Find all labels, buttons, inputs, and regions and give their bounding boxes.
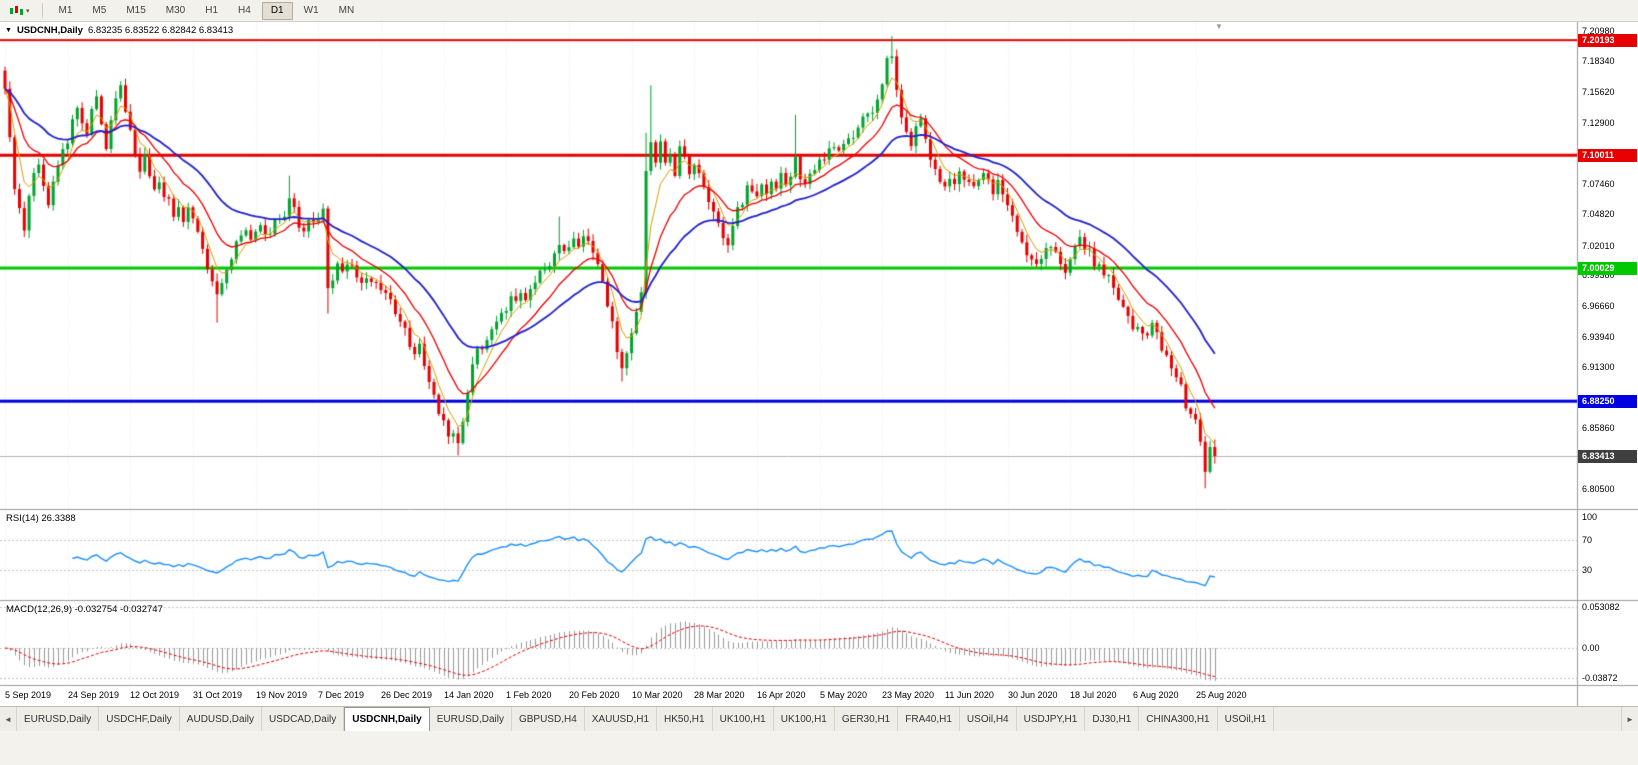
chart-tab-uk100-h1[interactable]: UK100,H1	[774, 707, 835, 731]
chart-tab-usoil-h4[interactable]: USOil,H4	[960, 707, 1017, 731]
tf-button-mn[interactable]: MN	[338, 4, 355, 16]
chart-tab-fra40-h1[interactable]: FRA40,H1	[898, 707, 960, 731]
date-axis-label: 20 Feb 2020	[569, 690, 620, 700]
price-axis-label: 6.96660	[1582, 301, 1615, 311]
level-price-box: 6.88250	[1578, 395, 1637, 408]
rsi-axis-label: 30	[1582, 565, 1593, 575]
chart-tab-hk50-h1[interactable]: HK50,H1	[657, 707, 713, 731]
date-axis-label: 7 Dec 2019	[318, 690, 365, 700]
price-axis-label: 6.91300	[1582, 362, 1615, 372]
timeframe-toolbar: ▾ M1 M5 M15 M30 H1 H4 D1 W1 MN	[0, 0, 1638, 22]
date-axis-label: 5 Sep 2019	[5, 690, 52, 700]
date-axis-label: 30 Jun 2020	[1008, 690, 1058, 700]
tf-button-m1[interactable]: M1	[58, 4, 73, 16]
chart-tab-eurusd-daily[interactable]: EURUSD,Daily	[430, 707, 512, 731]
date-axis-label: 5 May 2020	[820, 690, 868, 700]
chart-tab-audusd-daily[interactable]: AUDUSD,Daily	[180, 707, 263, 731]
macd-axis-label: 0.053082	[1582, 602, 1620, 612]
chart-shift-marker: ▼	[1215, 22, 1223, 31]
current-price-box: 6.83413	[1578, 450, 1637, 463]
date-axis-label: 23 May 2020	[882, 690, 935, 700]
date-axis-label: 28 Mar 2020	[694, 690, 745, 700]
tf-button-h4[interactable]: H4	[238, 4, 251, 16]
tf-button-m30[interactable]: M30	[165, 4, 186, 16]
date-axis-label: 25 Aug 2020	[1196, 690, 1247, 700]
candlestick-icon	[10, 5, 23, 15]
date-axis-label: 31 Oct 2019	[193, 690, 243, 700]
tabs-scroll-right-button[interactable]: ►	[1621, 707, 1638, 731]
tf-button-h1[interactable]: H1	[205, 4, 219, 16]
date-axis-label: 12 Oct 2019	[130, 690, 180, 700]
price-axis-label: 7.18340	[1582, 56, 1615, 66]
date-axis-label: 24 Sep 2019	[68, 690, 120, 700]
chart-tab-uk100-h1[interactable]: UK100,H1	[713, 707, 774, 731]
chart-title-ohlc: 6.83235 6.83522 6.82842 6.83413	[87, 25, 234, 36]
collapse-chart-icon[interactable]: ▼	[5, 26, 12, 34]
price-chart-canvas[interactable]	[0, 22, 1638, 706]
chart-tab-gbpusd-h4[interactable]: GBPUSD,H4	[512, 707, 585, 731]
date-axis-label: 11 Jun 2020	[945, 690, 994, 700]
date-axis-label: 26 Dec 2019	[381, 690, 433, 700]
chart-type-button[interactable]: ▾	[4, 2, 35, 20]
tf-button-m5[interactable]: M5	[92, 4, 107, 16]
chart-title-symbol: USDCNH,Daily	[16, 25, 83, 36]
chart-tab-usdcad-daily[interactable]: USDCAD,Daily	[262, 707, 345, 731]
date-axis-label: 18 Jul 2020	[1070, 690, 1117, 700]
toolbar-separator	[41, 3, 43, 18]
chart-tab-ger30-h1[interactable]: GER30,H1	[835, 707, 899, 731]
rsi-axis-label: 70	[1582, 535, 1593, 545]
date-axis-label: 14 Jan 2020	[444, 690, 494, 700]
chart-tab-bar: ◄ EURUSD,Daily USDCHF,Daily AUDUSD,Daily US…	[0, 706, 1638, 731]
tf-button-w1[interactable]: W1	[303, 4, 319, 16]
price-axis-label: 7.15620	[1582, 87, 1615, 97]
date-axis-label: 16 Apr 2020	[757, 690, 806, 700]
macd-indicator-label: MACD(12,26,9) -0.032754 -0.032747	[6, 604, 163, 615]
status-strip	[0, 731, 1638, 765]
rsi-indicator-label: RSI(14) 26.3388	[6, 513, 76, 524]
price-axis-label: 7.12900	[1582, 118, 1615, 128]
price-axis-label: 7.02010	[1582, 241, 1615, 251]
timeframe-button-group: M1 M5 M15 M30 H1 H4 D1 W1 MN	[50, 1, 364, 20]
macd-axis-label: 0.00	[1582, 643, 1600, 653]
level-price-box: 7.10011	[1578, 149, 1637, 162]
tf-button-d1[interactable]: D1	[261, 1, 293, 20]
chart-window: ▼ USDCNH,Daily 6.83235 6.83522 6.82842 6…	[0, 22, 1638, 706]
chart-tabs: EURUSD,Daily USDCHF,Daily AUDUSD,Daily USDC…	[17, 707, 1275, 731]
chart-tab-usoil-h1[interactable]: USOil,H1	[1218, 707, 1275, 731]
chart-tab-usdchf-daily[interactable]: USDCHF,Daily	[99, 707, 180, 731]
date-axis-label: 1 Feb 2020	[506, 690, 552, 700]
chart-tab-eurusd-daily[interactable]: EURUSD,Daily	[17, 707, 100, 731]
level-price-box: 7.20193	[1578, 34, 1637, 47]
price-axis-label: 6.80500	[1582, 484, 1615, 494]
date-axis-label: 10 Mar 2020	[632, 690, 683, 700]
price-axis-label: 6.99380	[1582, 270, 1615, 280]
rsi-axis-label: 100	[1582, 512, 1598, 522]
chart-tab-china300-h1[interactable]: CHINA300,H1	[1139, 707, 1218, 731]
dropdown-arrow-icon: ▾	[26, 7, 30, 15]
price-axis-label: 6.85860	[1582, 423, 1615, 433]
date-axis-label: 19 Nov 2019	[256, 690, 308, 700]
chart-tab-dj30-h1[interactable]: DJ30,H1	[1085, 707, 1140, 731]
tabs-scroll-left-button[interactable]: ◄	[0, 707, 17, 731]
price-axis-label: 6.93940	[1582, 332, 1615, 342]
date-axis-label: 6 Aug 2020	[1133, 690, 1179, 700]
chart-tab-xauusd-h1[interactable]: XAUUSD,H1	[585, 707, 658, 731]
price-axis-label: 7.07460	[1582, 179, 1615, 189]
price-axis-label: 7.20980	[1582, 26, 1615, 36]
chart-tab-usdcnh-daily[interactable]: USDCNH,Daily	[344, 707, 430, 731]
macd-axis-label: -0.03872	[1582, 673, 1618, 683]
level-price-box: 7.00029	[1578, 262, 1637, 275]
chart-tab-usdjpy-h1[interactable]: USDJPY,H1	[1017, 707, 1086, 731]
tf-button-m15[interactable]: M15	[126, 4, 146, 16]
price-axis-label: 7.04820	[1582, 209, 1615, 219]
chart-title-bar: ▼ USDCNH,Daily 6.83235 6.83522 6.82842 6…	[5, 25, 233, 36]
